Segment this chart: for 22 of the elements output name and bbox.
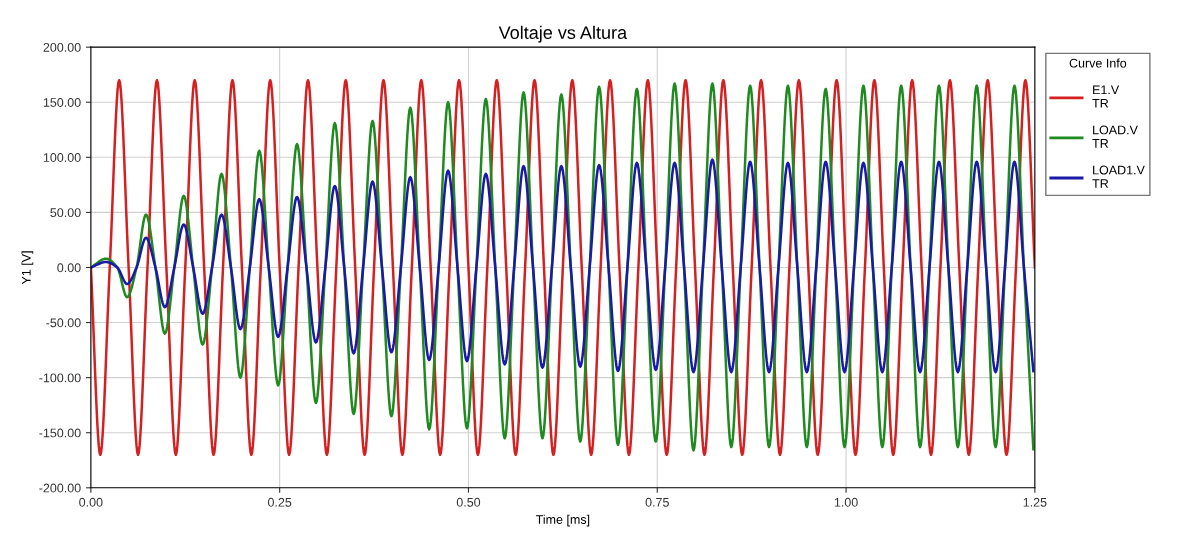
x-axis-title: Time [ms] <box>535 514 590 527</box>
legend-title: Curve Info <box>1069 58 1127 68</box>
legend-label: LOAD.V TR <box>1092 125 1138 148</box>
legend-label: E1.V TR <box>1092 85 1120 108</box>
y-tick-label: 150.00 <box>43 98 81 107</box>
y-tick-label: 0.00 <box>57 263 81 273</box>
legend-label: LOAD1.V TR <box>1092 165 1145 188</box>
y-tick-label: 100.00 <box>43 153 81 162</box>
x-tick-label: 0.75 <box>645 497 669 507</box>
y-tick-label: 50.00 <box>50 208 81 218</box>
x-tick-label: 0.25 <box>267 497 292 507</box>
chart-title: Voltaje vs Altura <box>498 25 628 43</box>
y-tick-label: -100.00 <box>39 373 81 383</box>
y-tick-label: 200.00 <box>43 42 81 52</box>
x-tick-label: 0.00 <box>79 497 103 507</box>
x-tick-label: 1.00 <box>834 497 858 507</box>
y-tick-label: -150.00 <box>39 428 81 438</box>
y-tick-label: -200.00 <box>39 483 81 493</box>
x-tick-label: 1.25 <box>1023 497 1047 507</box>
y-axis-title: Y1 [V] <box>21 251 34 285</box>
x-tick-label: 0.50 <box>456 497 481 507</box>
y-tick-label: -50.00 <box>46 318 81 328</box>
